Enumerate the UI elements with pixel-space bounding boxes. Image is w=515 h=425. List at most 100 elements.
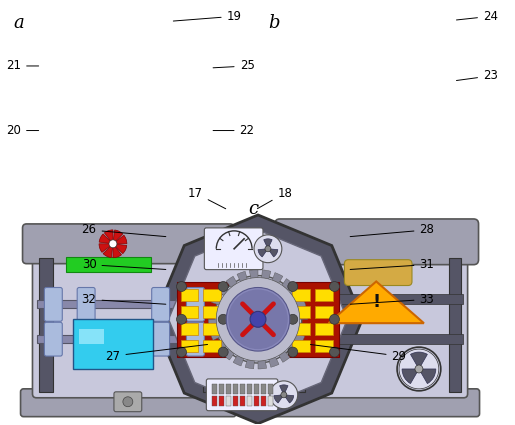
Bar <box>268 396 273 406</box>
FancyBboxPatch shape <box>286 251 468 398</box>
Wedge shape <box>410 352 427 369</box>
Circle shape <box>288 281 298 292</box>
Wedge shape <box>258 298 306 319</box>
Circle shape <box>265 246 271 252</box>
FancyBboxPatch shape <box>186 287 204 321</box>
Text: !: ! <box>372 293 380 312</box>
Text: 22: 22 <box>213 124 254 137</box>
Circle shape <box>288 314 298 324</box>
Wedge shape <box>223 319 258 360</box>
Wedge shape <box>258 319 290 363</box>
Text: 26: 26 <box>81 224 166 237</box>
Bar <box>315 289 333 301</box>
Bar <box>226 384 231 394</box>
Circle shape <box>330 347 339 357</box>
Wedge shape <box>268 249 278 257</box>
FancyBboxPatch shape <box>77 287 95 321</box>
Bar <box>240 384 245 394</box>
Wedge shape <box>284 395 294 403</box>
Wedge shape <box>258 319 305 344</box>
Circle shape <box>177 347 186 357</box>
Circle shape <box>177 314 186 324</box>
Circle shape <box>281 392 287 398</box>
Text: 23: 23 <box>456 69 498 82</box>
Bar <box>40 258 54 392</box>
Wedge shape <box>258 311 307 319</box>
Wedge shape <box>215 319 258 351</box>
Wedge shape <box>258 279 293 319</box>
Bar <box>449 258 460 392</box>
Text: 21: 21 <box>6 60 39 73</box>
Wedge shape <box>258 249 268 257</box>
Circle shape <box>214 275 302 363</box>
Bar <box>226 396 231 406</box>
FancyBboxPatch shape <box>21 389 236 416</box>
Bar <box>292 306 310 318</box>
Text: 20: 20 <box>6 124 39 137</box>
Bar <box>233 384 238 394</box>
Text: 29: 29 <box>311 345 406 363</box>
Bar <box>203 323 221 335</box>
Circle shape <box>109 240 117 248</box>
FancyBboxPatch shape <box>186 322 204 356</box>
Wedge shape <box>258 287 301 319</box>
Wedge shape <box>113 244 122 258</box>
Bar <box>180 306 198 318</box>
Wedge shape <box>113 244 127 254</box>
Bar <box>180 340 198 352</box>
Text: c: c <box>248 200 258 218</box>
Bar <box>261 384 266 394</box>
FancyBboxPatch shape <box>44 322 62 356</box>
Bar <box>219 396 224 406</box>
Wedge shape <box>258 272 283 319</box>
FancyBboxPatch shape <box>152 322 169 356</box>
Wedge shape <box>211 295 258 319</box>
Wedge shape <box>209 306 258 319</box>
FancyBboxPatch shape <box>77 322 95 356</box>
Polygon shape <box>168 230 348 409</box>
Wedge shape <box>105 230 113 244</box>
Bar <box>291 295 462 304</box>
Circle shape <box>330 281 339 292</box>
Bar <box>180 289 198 301</box>
Circle shape <box>218 281 228 292</box>
Wedge shape <box>233 319 258 366</box>
Circle shape <box>228 289 288 349</box>
Circle shape <box>399 349 439 389</box>
Wedge shape <box>258 319 307 332</box>
Circle shape <box>288 347 298 357</box>
Wedge shape <box>419 369 436 384</box>
Bar <box>79 329 104 344</box>
Bar <box>254 396 259 406</box>
Wedge shape <box>258 319 279 367</box>
Bar <box>247 384 252 394</box>
Circle shape <box>254 235 282 263</box>
Wedge shape <box>402 369 419 384</box>
Text: 18: 18 <box>258 187 292 209</box>
Circle shape <box>250 312 266 327</box>
Wedge shape <box>249 269 258 319</box>
Bar <box>203 289 221 301</box>
Text: 30: 30 <box>82 258 166 271</box>
Bar <box>38 335 219 343</box>
Wedge shape <box>258 319 299 354</box>
FancyBboxPatch shape <box>207 379 278 411</box>
Text: b: b <box>268 14 280 32</box>
Wedge shape <box>237 271 258 319</box>
Wedge shape <box>99 234 113 244</box>
Bar <box>203 306 221 318</box>
Text: 31: 31 <box>350 258 434 271</box>
Bar <box>254 384 259 394</box>
Polygon shape <box>329 281 424 323</box>
Wedge shape <box>113 230 123 244</box>
Bar <box>315 306 333 318</box>
Bar <box>38 300 219 309</box>
Text: 19: 19 <box>174 10 242 23</box>
Bar <box>203 340 221 352</box>
Circle shape <box>270 381 298 409</box>
Bar <box>288 281 339 357</box>
Wedge shape <box>209 319 258 328</box>
Bar <box>73 319 152 369</box>
Text: 27: 27 <box>106 345 208 363</box>
Bar <box>293 258 305 392</box>
